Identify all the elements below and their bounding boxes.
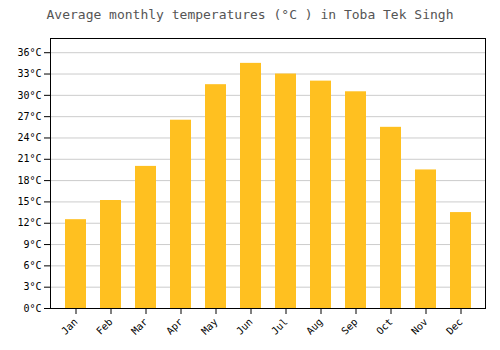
svg-text:Jul: Jul: [269, 316, 290, 337]
svg-text:27°C: 27°C: [17, 111, 41, 122]
svg-text:Jan: Jan: [59, 316, 80, 337]
svg-text:Oct: Oct: [374, 316, 395, 337]
svg-text:33°C: 33°C: [17, 68, 41, 79]
svg-text:Nov: Nov: [409, 316, 430, 337]
svg-text:36°C: 36°C: [17, 47, 41, 58]
svg-text:Dec: Dec: [444, 316, 465, 337]
svg-text:Feb: Feb: [94, 316, 115, 337]
svg-text:Mar: Mar: [129, 316, 150, 337]
svg-text:3°C: 3°C: [23, 281, 41, 292]
svg-text:12°C: 12°C: [17, 217, 41, 228]
svg-text:Apr: Apr: [164, 316, 185, 337]
svg-text:18°C: 18°C: [17, 175, 41, 186]
svg-text:24°C: 24°C: [17, 132, 41, 143]
svg-text:Aug: Aug: [304, 316, 325, 337]
html-text:Average monthly temperatures (: Average monthly temperatures (°C ) in To…: [46, 7, 454, 22]
svg-text:May: May: [199, 316, 220, 337]
svg-text:15°C: 15°C: [17, 196, 41, 207]
svg-text:6°C: 6°C: [23, 260, 41, 271]
svg-text:0°C: 0°C: [23, 303, 41, 314]
svg-text:30°C: 30°C: [17, 90, 41, 101]
svg-text:Jun: Jun: [234, 316, 255, 337]
svg-text:21°C: 21°C: [17, 153, 41, 164]
svg-text:9°C: 9°C: [23, 239, 41, 250]
svg-text:Sep: Sep: [339, 316, 360, 337]
